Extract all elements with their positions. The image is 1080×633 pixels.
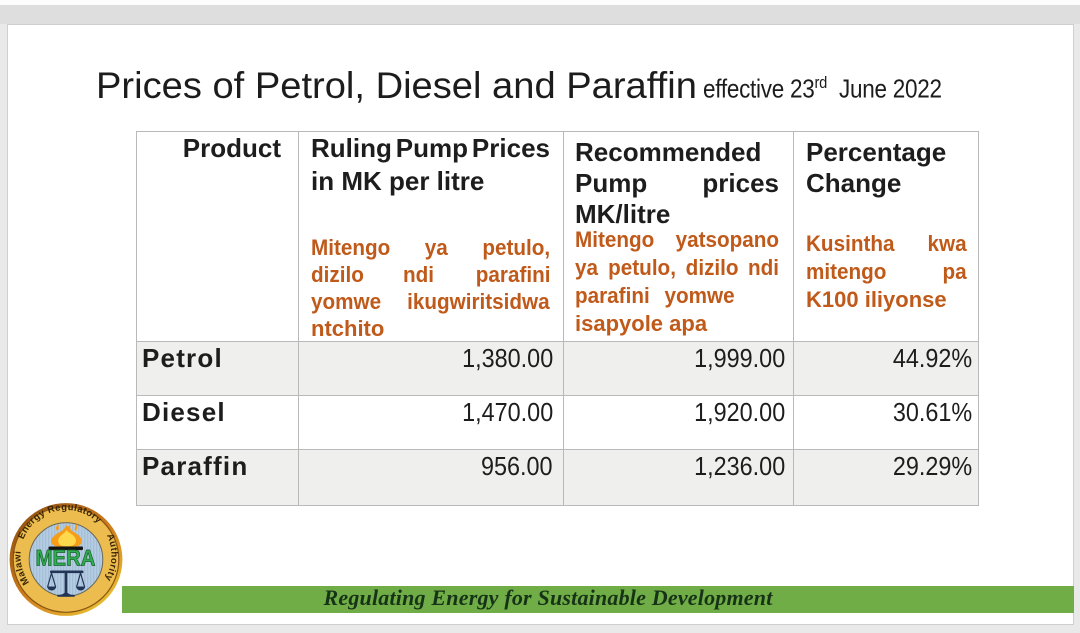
svg-text:MERA: MERA <box>36 546 96 571</box>
